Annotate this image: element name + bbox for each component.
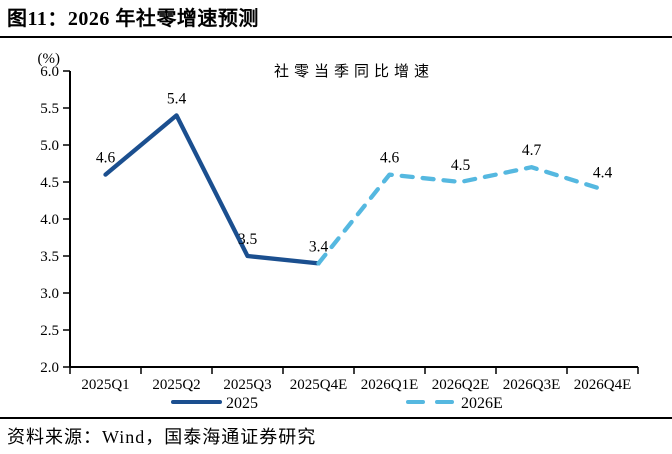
x-tick-label: 2026Q1E <box>361 377 419 393</box>
data-label: 4.4 <box>593 164 613 181</box>
bottom-divider <box>0 417 672 419</box>
chart-region: 社零当季同比增速 (%) 2.0 2.5 3.0 3.5 4.0 4.5 5.0 5.5 6.0 20… <box>0 39 672 414</box>
y-tick-label: 4.5 <box>40 175 59 191</box>
y-tick-label: 5.5 <box>40 101 59 117</box>
figure-title: 图11：2026 年社零增速预测 <box>7 8 259 30</box>
x-tick-label: 2026Q3E <box>503 377 561 393</box>
data-label: 4.6 <box>380 150 400 167</box>
y-tick-label: 3.0 <box>40 286 59 302</box>
data-label: 4.7 <box>522 142 542 159</box>
y-tick-label: 2.0 <box>40 360 59 376</box>
chart-subtitle: 社零当季同比增速 <box>274 63 434 80</box>
line-chart: 社零当季同比增速 (%) 2.0 2.5 3.0 3.5 4.0 4.5 5.0 5.5 6.0 20… <box>38 51 639 412</box>
data-label: 3.4 <box>309 238 329 255</box>
y-tick-label: 6.0 <box>40 64 59 80</box>
x-tick-label: 2025Q1 <box>81 377 129 393</box>
x-tick-label: 2026Q4E <box>574 377 632 393</box>
y-tick-label: 2.5 <box>40 323 59 339</box>
series-line-2025 <box>103 113 321 266</box>
x-tick-label: 2026Q2E <box>432 377 490 393</box>
data-label: 4.5 <box>451 157 471 174</box>
x-tick-label: 2025Q4E <box>290 377 348 393</box>
y-tick-label: 4.0 <box>40 212 59 228</box>
source-note: 资料来源：Wind，国泰海通证券研究 <box>7 427 317 447</box>
data-label: 3.5 <box>238 231 258 248</box>
title-divider <box>0 36 672 38</box>
y-tick-label: 5.0 <box>40 138 59 154</box>
x-tick-label: 2025Q3 <box>223 377 271 393</box>
legend-label-2025: 2025 <box>226 395 258 412</box>
data-label: 4.6 <box>96 150 116 167</box>
data-label: 5.4 <box>167 90 187 107</box>
legend-label-2026E: 2026E <box>461 395 503 412</box>
series-line-2026E <box>316 165 605 266</box>
y-tick-label: 3.5 <box>40 249 59 265</box>
x-tick-label: 2025Q2 <box>152 377 200 393</box>
y-axis-unit: (%) <box>38 51 61 67</box>
